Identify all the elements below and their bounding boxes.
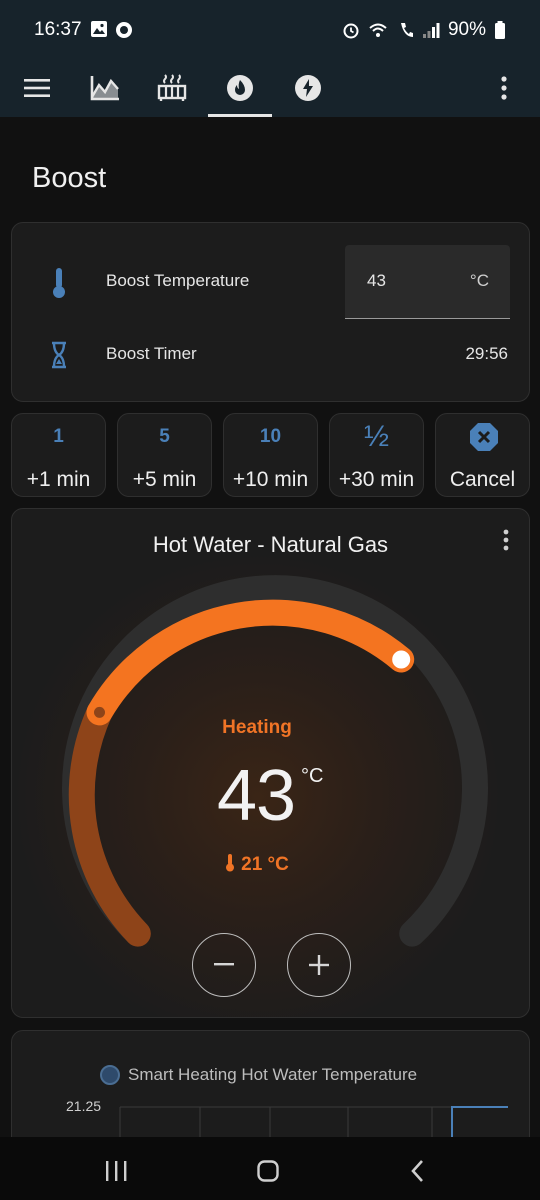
app-bar	[0, 60, 540, 117]
cancel-icon	[470, 423, 498, 451]
recent-apps-icon[interactable]	[104, 1161, 128, 1181]
number-5-icon: 5	[159, 426, 170, 447]
hvac-action: Heating	[222, 717, 292, 738]
back-icon[interactable]	[410, 1159, 424, 1183]
home-icon[interactable]	[257, 1160, 279, 1182]
current-temperature-marker	[94, 706, 105, 718]
status-time: 16:37	[34, 19, 82, 40]
fraction-half-icon: ½	[363, 420, 390, 453]
wifi-call-phone-icon	[400, 23, 413, 37]
thermometer-icon	[53, 268, 65, 298]
minus-icon	[214, 963, 234, 966]
menu-icon[interactable]	[17, 68, 57, 108]
flame-icon[interactable]	[220, 68, 260, 108]
gauge-target-arc	[86, 599, 415, 726]
boost-timer-label: Boost Timer	[106, 344, 197, 363]
active-tab-indicator	[208, 114, 272, 117]
current-temperature-value: 21 °C	[241, 854, 289, 875]
hourglass-icon	[52, 341, 66, 369]
battery-icon	[495, 21, 505, 39]
thermostat-title: Hot Water - Natural Gas	[152, 532, 389, 557]
boost-1-min-label: +1 min	[26, 468, 91, 491]
boost-30-min-label: +30 min	[338, 468, 415, 491]
more-vertical-icon[interactable]	[503, 529, 509, 551]
gallery-icon	[91, 21, 107, 37]
cancel-boost-button[interactable]: Cancel	[435, 413, 530, 497]
boost-temperature-label: Boost Temperature	[106, 271, 250, 290]
boost-temperature-unit: °C	[469, 271, 489, 290]
current-temperature: 21 °C	[12, 854, 502, 876]
number-10-icon: 10	[259, 426, 282, 447]
system-navigation-bar	[0, 1137, 540, 1200]
decrease-temperature-button[interactable]	[192, 933, 256, 997]
temperature-gauge[interactable]	[12, 509, 530, 1018]
boost-5-min-label: +5 min	[132, 468, 197, 491]
thermometer-icon	[226, 854, 235, 872]
boost-1-min-button[interactable]: 1 +1 min	[11, 413, 106, 497]
thermostat-card: Hot Water - Natural Gas Heating 43 °C 21…	[11, 508, 530, 1018]
lightning-icon[interactable]	[288, 68, 328, 108]
target-temperature: 43	[217, 756, 296, 836]
chart-icon[interactable]	[85, 68, 125, 108]
legend-series-label: Smart Heating Hot Water Temperature	[128, 1065, 418, 1084]
page-title: Boost	[32, 162, 107, 194]
target-handle	[389, 647, 414, 672]
increase-temperature-button[interactable]	[287, 933, 351, 997]
battery-percentage: 90%	[447, 19, 486, 40]
boost-10-min-button[interactable]: 10 +10 min	[223, 413, 318, 497]
boost-temperature-value[interactable]: 43	[367, 271, 386, 290]
legend-series-dot	[100, 1065, 120, 1085]
cancel-label: Cancel	[449, 468, 516, 491]
gauge-current-range	[68, 699, 151, 947]
more-vertical-icon[interactable]	[484, 68, 524, 108]
boost-30-min-button[interactable]: ½ +30 min	[329, 413, 424, 497]
chart-legend[interactable]: Smart Heating Hot Water Temperature	[100, 1065, 417, 1085]
plus-icon	[309, 955, 329, 975]
wifi-call-icon	[369, 23, 387, 37]
alarm-icon	[343, 23, 359, 39]
y-axis-tick: 21.25	[66, 1098, 102, 1114]
target-temperature-unit: °C	[301, 765, 324, 787]
number-1-icon: 1	[53, 426, 64, 447]
boost-temperature-field[interactable]: 43 °C	[345, 245, 510, 319]
boost-timer-value: 29:56	[465, 344, 508, 363]
boost-10-min-label: +10 min	[232, 468, 309, 491]
sync-icon	[116, 22, 132, 38]
radiator-icon[interactable]	[152, 68, 192, 108]
boost-5-min-button[interactable]: 5 +5 min	[117, 413, 212, 497]
boost-settings-card: Boost Temperature 43 °C Boost Timer 29:5…	[11, 222, 530, 402]
signal-icon	[422, 23, 440, 38]
status-bar: 16:37 90%	[0, 0, 540, 60]
